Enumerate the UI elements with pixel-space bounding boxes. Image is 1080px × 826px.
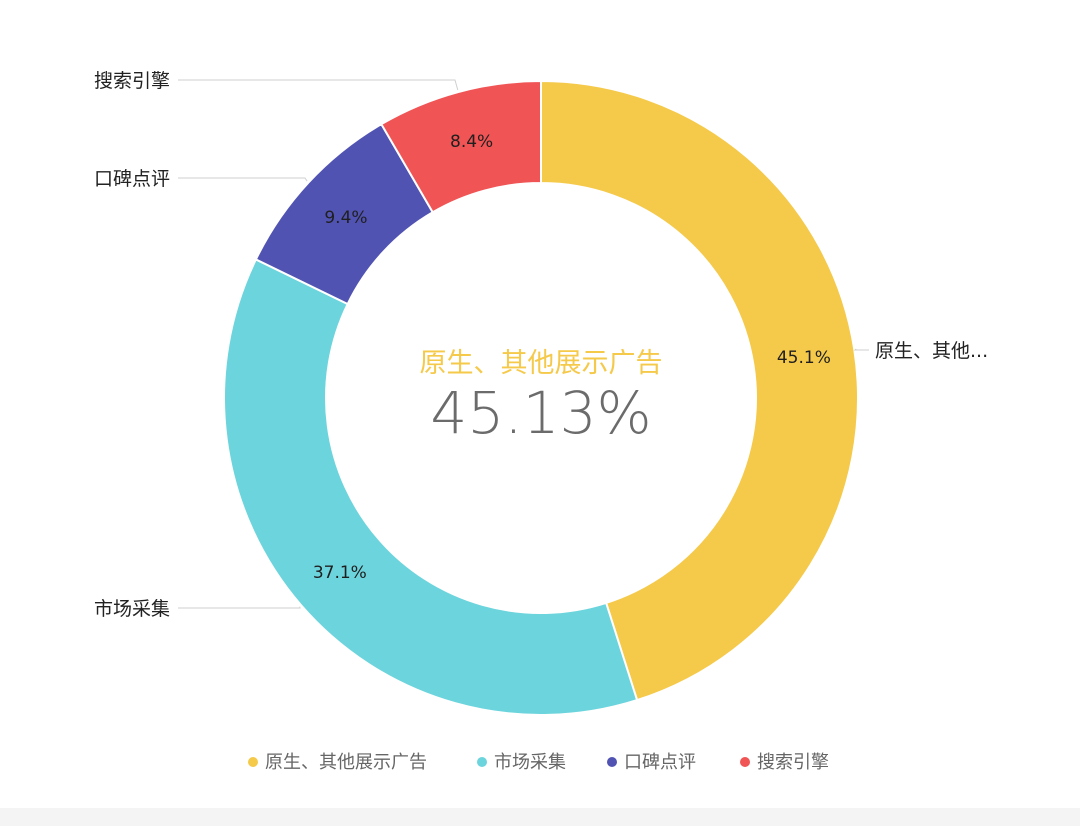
legend-marker [607, 757, 617, 767]
legend-item[interactable]: 市场采集 [477, 752, 566, 773]
leader-lines-group [178, 79, 869, 609]
center-value: 45.13% [430, 379, 651, 447]
center-title: 原生、其他展示广告 [420, 348, 663, 379]
leader-line [853, 348, 869, 351]
slice-labels-group: 45.1% 37.1% 9.4% 8.4% [313, 132, 831, 583]
slices-group [223, 79, 859, 716]
legend-marker [248, 757, 258, 767]
legend: 原生、其他展示广告 市场采集 口碑点评 搜索引擎 [248, 752, 829, 773]
legend-label: 口碑点评 [624, 752, 696, 773]
slice-value-label: 45.1% [777, 348, 831, 368]
legend-marker [477, 757, 487, 767]
slice-1[interactable] [540, 79, 859, 702]
outer-label: 口碑点评 [94, 168, 170, 190]
leader-line [178, 79, 459, 91]
legend-marker [740, 757, 750, 767]
leader-line [178, 177, 308, 182]
slice-value-label: 37.1% [313, 563, 367, 583]
legend-item[interactable]: 搜索引擎 [740, 752, 829, 773]
legend-label: 原生、其他展示广告 [265, 752, 427, 773]
slice-value-label: 9.4% [324, 208, 367, 228]
legend-label: 市场采集 [494, 752, 566, 773]
slice-2[interactable] [223, 258, 639, 716]
legend-item[interactable]: 原生、其他展示广告 [248, 752, 427, 773]
outer-label: 市场采集 [94, 598, 170, 620]
footer-strip [0, 808, 1080, 826]
slice-4[interactable] [379, 79, 542, 214]
legend-label: 搜索引擎 [757, 752, 829, 773]
outer-label: 搜索引擎 [94, 70, 170, 92]
outer-labels-group: 原生、其他... 市场采集 口碑点评 搜索引擎 [94, 70, 988, 620]
leader-line [178, 606, 301, 609]
slice-value-label: 8.4% [450, 132, 493, 152]
legend-item[interactable]: 口碑点评 [607, 752, 696, 773]
outer-label: 原生、其他... [875, 340, 988, 362]
